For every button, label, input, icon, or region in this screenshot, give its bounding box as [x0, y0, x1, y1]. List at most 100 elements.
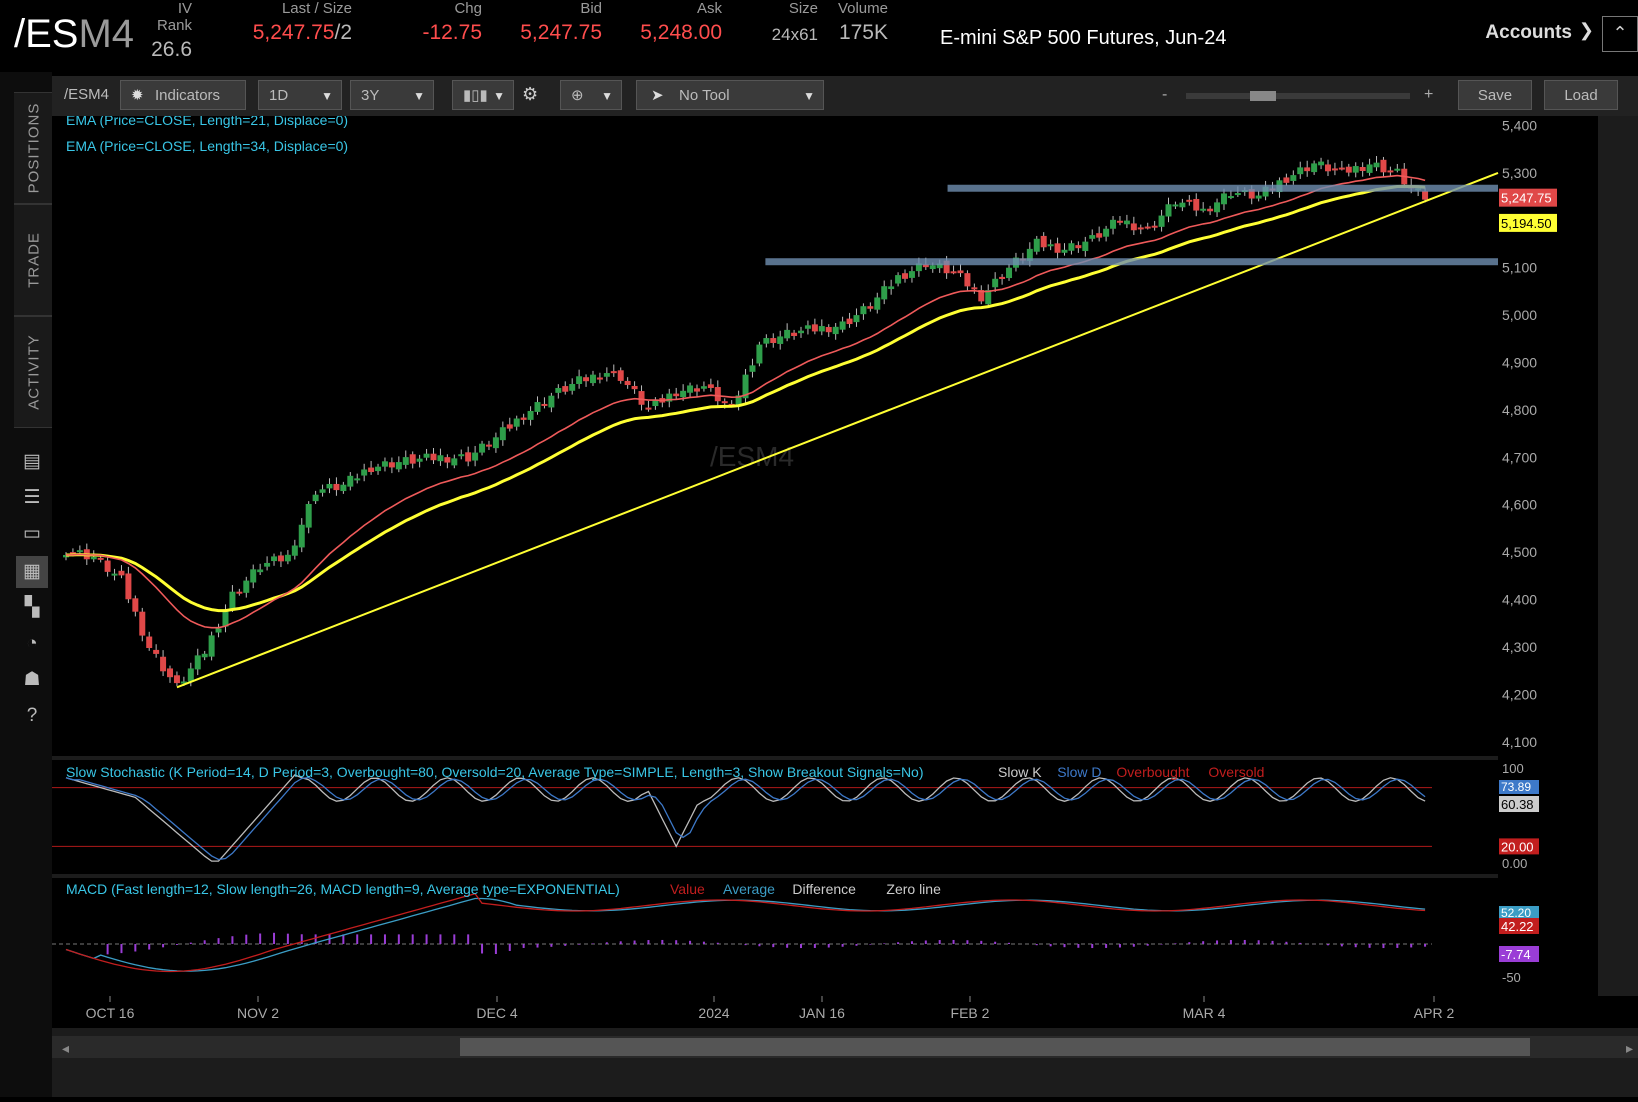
- people-icon[interactable]: ☗: [23, 669, 41, 690]
- tv-icon[interactable]: ▭: [23, 523, 41, 544]
- settings-icon[interactable]: ⚙: [522, 84, 539, 104]
- candle-body: [187, 668, 194, 682]
- chart-area[interactable]: /ESM45,4005,3005,2005,1005,0004,9004,800…: [52, 112, 1638, 1102]
- date-axis-panel: [52, 996, 1638, 1028]
- candle-body: [1227, 196, 1234, 199]
- chart-symbol: /ESM4: [64, 86, 110, 103]
- ema-21-line: [65, 174, 1426, 629]
- gear-icon: ✹: [131, 87, 144, 104]
- candle-body: [146, 636, 153, 649]
- candle-body: [534, 402, 541, 412]
- candle-body: [735, 395, 742, 407]
- candle-body: [354, 478, 361, 481]
- candle-body: [1172, 204, 1179, 207]
- candle-body: [132, 598, 139, 612]
- price-chart[interactable]: /ESM45,4005,3005,2005,1005,0004,9004,800…: [52, 112, 1638, 1097]
- candle-body: [319, 489, 326, 493]
- ema-tag-bg: [1499, 213, 1557, 232]
- chart-toolbar: /ESM4 ✹ Indicators 1D ▼ 3Y ▼ ▮▯▮ ▼ ⚙ ⊕ ▼ ➤ N…: [52, 76, 1638, 116]
- date-axis-label: OCT 16: [86, 1005, 135, 1021]
- candle-body: [1394, 168, 1401, 171]
- price-axis-label: 4,500: [1502, 544, 1537, 560]
- drawing-select[interactable]: ⊕ ▼: [560, 80, 622, 110]
- candle-body: [361, 469, 368, 476]
- load-button[interactable]: Load: [1544, 80, 1618, 110]
- collapse-icon[interactable]: ⌃: [1602, 16, 1638, 52]
- price-axis-label: 5,300: [1502, 165, 1537, 181]
- candle-body: [305, 503, 312, 528]
- candle-body: [264, 562, 271, 567]
- candle-body: [1297, 167, 1304, 175]
- help-icon[interactable]: ?: [26, 705, 38, 726]
- tab-trade[interactable]: TRADE: [14, 204, 55, 316]
- candle-body: [395, 462, 402, 470]
- resistance-zone: [947, 184, 1498, 192]
- stochastic-label: Slow Stochastic (K Period=14, D Period=3…: [66, 764, 924, 780]
- candle-body: [929, 265, 936, 270]
- ask: Ask 5,248.00: [640, 0, 722, 44]
- candle-body: [416, 458, 423, 462]
- period-select[interactable]: 1D ▼: [258, 80, 342, 110]
- accounts-menu[interactable]: Accounts: [1485, 22, 1572, 43]
- candle-body: [1047, 244, 1054, 247]
- candle-body: [1110, 219, 1117, 229]
- candle-body: [194, 655, 201, 670]
- tool-select[interactable]: ➤ No Tool ▼: [636, 80, 824, 110]
- candle-body: [957, 270, 964, 274]
- range-select[interactable]: 3Y ▼: [350, 80, 434, 110]
- candle-body: [1082, 241, 1089, 252]
- candle-body: [825, 327, 832, 333]
- candle-body: [1255, 195, 1262, 199]
- candle-body: [1345, 166, 1352, 173]
- candle-body: [1186, 199, 1193, 202]
- price-axis-label: 4,200: [1502, 686, 1537, 702]
- macd-axis-label: -50: [1502, 970, 1521, 985]
- dashboard-icon[interactable]: ◔: [26, 633, 38, 654]
- candle-body: [90, 556, 97, 560]
- candle-body: [985, 290, 992, 305]
- change: Chg -12.75: [422, 0, 482, 44]
- candle-body: [1068, 243, 1075, 251]
- candle-body: [1061, 249, 1068, 253]
- grid-icon[interactable]: ▚: [24, 597, 40, 618]
- candle-body: [180, 681, 187, 684]
- chevron-down-icon[interactable]: ❯: [1578, 20, 1594, 40]
- tab-positions[interactable]: POSITIONS: [14, 92, 55, 204]
- stochastic-legend-item: Oversold: [1208, 764, 1264, 780]
- price-axis-label: 4,300: [1502, 639, 1537, 655]
- price-axis-label: 4,100: [1502, 734, 1537, 750]
- macd-label: MACD (Fast length=12, Slow length=26, MA…: [66, 881, 620, 897]
- candle-body: [1366, 164, 1373, 173]
- list-icon[interactable]: ☰: [23, 487, 41, 508]
- symbol[interactable]: /ESM4: [14, 12, 135, 56]
- indicators-button[interactable]: ✹ Indicators: [120, 80, 246, 110]
- candle-body: [1026, 248, 1033, 261]
- chart-style-select[interactable]: ▮▯▮ ▼: [452, 80, 514, 110]
- zoom-slider-handle[interactable]: [1250, 91, 1276, 101]
- candle-body: [610, 371, 617, 374]
- candle-body: [680, 390, 687, 398]
- ema-34-line: [65, 184, 1426, 613]
- candle-body: [451, 458, 458, 466]
- candle-body: [1040, 235, 1047, 248]
- stochastic-legend-item: Slow D: [1057, 764, 1101, 780]
- candle-body: [555, 387, 562, 393]
- save-button[interactable]: Save: [1458, 80, 1532, 110]
- candle-body: [437, 455, 444, 462]
- candle-body: [922, 264, 929, 268]
- stochastic-legend-item: Slow K: [998, 764, 1042, 780]
- candle-body: [1151, 225, 1158, 228]
- zoom-in-button[interactable]: +: [1424, 86, 1434, 103]
- candle-body: [1234, 193, 1241, 196]
- tab-activity[interactable]: ACTIVITY: [14, 316, 55, 428]
- candle-body: [784, 329, 791, 339]
- candle-body: [479, 443, 486, 453]
- candle-body: [1387, 170, 1394, 173]
- candle-body: [250, 569, 257, 583]
- chart-icon[interactable]: ▦: [16, 556, 48, 588]
- candle-body: [472, 452, 479, 461]
- monitor-icon[interactable]: ▤: [23, 451, 41, 472]
- zoom-out-button[interactable]: -: [1162, 86, 1168, 103]
- candle-body: [236, 591, 243, 594]
- zoom-slider[interactable]: [1186, 91, 1410, 101]
